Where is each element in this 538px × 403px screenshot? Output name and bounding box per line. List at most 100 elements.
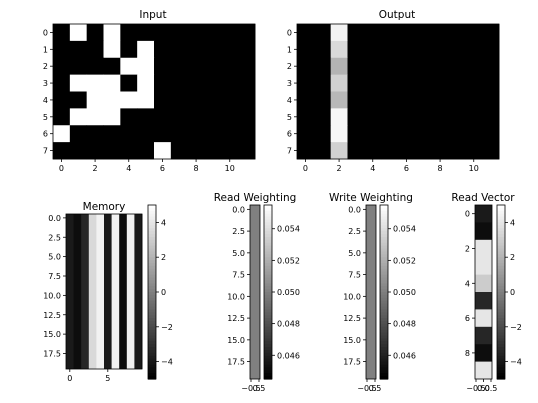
memory-colorbar-label: −2	[161, 323, 173, 332]
read-weighting-colorbar-step	[264, 338, 272, 342]
read-vector-colorbar-step	[497, 344, 505, 348]
output-cell	[465, 142, 483, 160]
input-xtick-label: 10	[225, 164, 235, 173]
input-cell	[86, 125, 104, 143]
write-weighting-colorbar-step	[380, 251, 388, 255]
output-cell	[398, 108, 416, 126]
read-vector-colorbar-step	[497, 332, 505, 337]
memory-colorbar-step	[148, 361, 156, 366]
write-weighting-colorbar-step	[380, 245, 388, 250]
input-xtick-label: 2	[93, 164, 98, 173]
read-weighting-ytick-label: 12.5	[227, 314, 245, 323]
read-weighting-colorbar-step	[264, 286, 272, 290]
read-weighting-colorbar-step	[264, 242, 272, 247]
input-cell	[69, 142, 88, 160]
memory-colorbar-step	[148, 309, 156, 313]
read-vector-colorbar-step	[497, 231, 505, 235]
input-cell	[86, 91, 104, 109]
input-cell	[154, 57, 172, 76]
read-vector-colorbar-step	[497, 207, 505, 212]
read-vector-colorbar-step	[497, 373, 505, 377]
output-cell	[364, 91, 382, 109]
memory-colorbar-step	[148, 283, 156, 287]
memory-colorbar-step	[148, 338, 156, 342]
write-weighting-colorbar-step	[380, 286, 388, 290]
read-weighting-ytick-label: 17.5	[227, 358, 245, 367]
read-weighting-colorbar-step	[264, 358, 272, 363]
read-vector-colorbar-step	[497, 367, 505, 371]
input-cell	[120, 142, 138, 160]
read-vector-colorbar-step	[497, 289, 505, 293]
read-weighting-ytick-label: 10.0	[227, 292, 245, 301]
read-vector-colorbar-step	[497, 335, 505, 339]
write-weighting-colorbar-step	[380, 231, 388, 235]
memory-colorbar-label: 0	[161, 288, 166, 297]
output-cell	[313, 74, 332, 92]
read-vector-colorbar-step	[497, 280, 505, 284]
read-weighting-colorbar-step	[264, 318, 272, 322]
memory-colorbar-step	[148, 352, 156, 357]
write-weighting-colorbar-label: 0.050	[393, 288, 416, 297]
memory-colorbar-step	[148, 234, 156, 238]
memory-column	[126, 214, 135, 369]
memory-colorbar-step	[148, 231, 156, 235]
input-xtick-label: 8	[194, 164, 199, 173]
read-weighting-colorbar-step	[264, 239, 272, 244]
read-weighting-ytick-label: 15.0	[227, 336, 245, 345]
memory-title: Memory	[83, 201, 126, 213]
input-cell	[187, 108, 205, 126]
memory-colorbar-step	[148, 341, 156, 345]
memory-colorbar-label: 2	[161, 253, 166, 262]
read-weighting-colorbar-label: 0.048	[277, 320, 300, 329]
memory-colorbar-step	[148, 251, 156, 255]
input-cell	[137, 91, 155, 109]
output-cell	[364, 24, 382, 42]
input-cell	[204, 24, 222, 42]
input-cell	[69, 57, 88, 76]
memory-colorbar-step	[148, 347, 156, 351]
memory-colorbar-step	[148, 367, 156, 371]
read-weighting-colorbar-step	[264, 321, 272, 325]
read-vector-colorbar-step	[497, 248, 505, 252]
output-cell	[414, 142, 433, 160]
input-cell	[120, 57, 138, 76]
read-weighting-colorbar-step	[264, 263, 272, 267]
input-cell	[170, 91, 189, 109]
memory-ytick-label: 0.0	[48, 214, 61, 223]
input-cell	[137, 74, 155, 92]
read-vector-colorbar-step	[497, 265, 505, 270]
read-vector-cell	[475, 361, 492, 380]
write-weighting-panel: Write Weighting 0.0 2.5 5.0 7.5 10.0 12.5 15.0…	[329, 192, 416, 393]
input-xtick-label: 6	[160, 164, 165, 173]
write-weighting-colorbar-step	[380, 271, 388, 276]
read-vector-colorbar-step	[497, 260, 505, 264]
input-cell	[137, 125, 155, 143]
memory-colorbar-step	[148, 370, 156, 374]
read-weighting-colorbar-step	[264, 323, 272, 328]
output-cell	[431, 125, 449, 143]
output-cell	[431, 24, 449, 42]
write-weighting-colorbar-step	[380, 216, 388, 221]
read-vector-panel: Read Vector 0 2 4 6 8 −0.50.00.5 4 2 0 −2 −4	[451, 192, 521, 393]
output-xtick-label: 4	[370, 164, 375, 173]
memory-colorbar-step	[148, 350, 156, 354]
read-weighting-colorbar-step	[264, 341, 272, 345]
read-vector-colorbar-step	[497, 321, 505, 325]
memory-ytick-label: 10.0	[43, 291, 61, 300]
write-weighting-colorbar-step	[380, 263, 388, 267]
memory-ytick-label: 15.0	[43, 330, 61, 339]
output-ytick-label: 1	[287, 45, 292, 54]
input-cell	[238, 91, 256, 109]
output-cell	[297, 125, 315, 143]
read-weighting-colorbar-step	[264, 248, 272, 252]
output-cell	[297, 142, 315, 160]
output-ytick-label: 6	[287, 130, 292, 139]
input-cell	[137, 24, 155, 42]
input-cell	[187, 24, 205, 42]
output-ytick-label: 0	[287, 28, 292, 37]
output-cell	[398, 40, 416, 59]
memory-colorbar-step	[148, 245, 156, 250]
read-vector-colorbar-label: −2	[510, 323, 522, 332]
write-weighting-colorbar-label: 0.054	[393, 225, 416, 234]
input-ytick-label: 6	[43, 130, 48, 139]
